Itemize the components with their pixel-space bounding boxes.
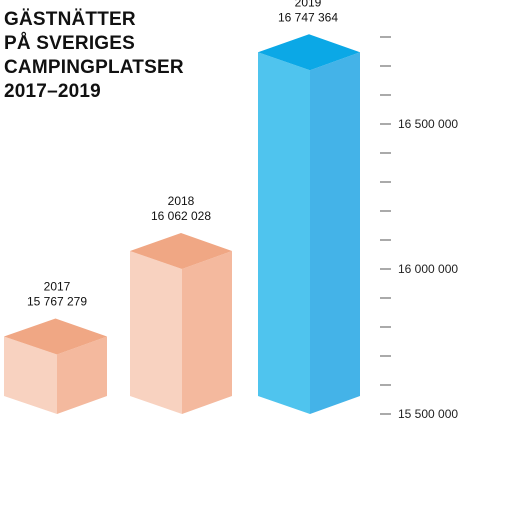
y-tick-label: 15 500 000 [398, 407, 458, 421]
chart-title-line: CAMPINGPLATSER [4, 57, 184, 78]
bar-value-label: 15 767 279 [27, 294, 87, 308]
y-axis: 15 500 000 16 000 000 16 500 000 [380, 36, 458, 421]
y-tick-label: 16 500 000 [398, 117, 458, 131]
bar-2019 [258, 34, 360, 415]
bar-2017 [4, 318, 107, 414]
y-tick-label: 16 000 000 [398, 262, 458, 276]
chart-title-line: PÅ SVERIGES [4, 33, 136, 54]
bar-front-face [4, 336, 57, 414]
bar-value-label: 16 747 364 [278, 10, 338, 24]
bar-side-face [310, 52, 360, 415]
chart-title-line: GÄSTNÄTTER [4, 9, 136, 30]
bar-side-face [182, 251, 232, 414]
bar-category-label: 2017 [44, 279, 71, 293]
chart-title-line: 2017–2019 [4, 81, 101, 102]
bar-top-face [258, 34, 360, 71]
bar-2018 [130, 233, 232, 414]
chart-title: GÄSTNÄTTER PÅ SVERIGES CAMPINGPLATSER 20… [4, 8, 184, 104]
bar-category-label: 2018 [168, 194, 195, 208]
bar-top-face [4, 318, 107, 355]
bar-top-face [130, 233, 232, 270]
bar-category-label: 2019 [295, 0, 322, 9]
bar-front-face [130, 251, 182, 414]
bar-value-label: 16 062 028 [151, 209, 211, 223]
bar-side-face [57, 336, 107, 414]
bar-front-face [258, 52, 310, 415]
bars [4, 34, 360, 415]
